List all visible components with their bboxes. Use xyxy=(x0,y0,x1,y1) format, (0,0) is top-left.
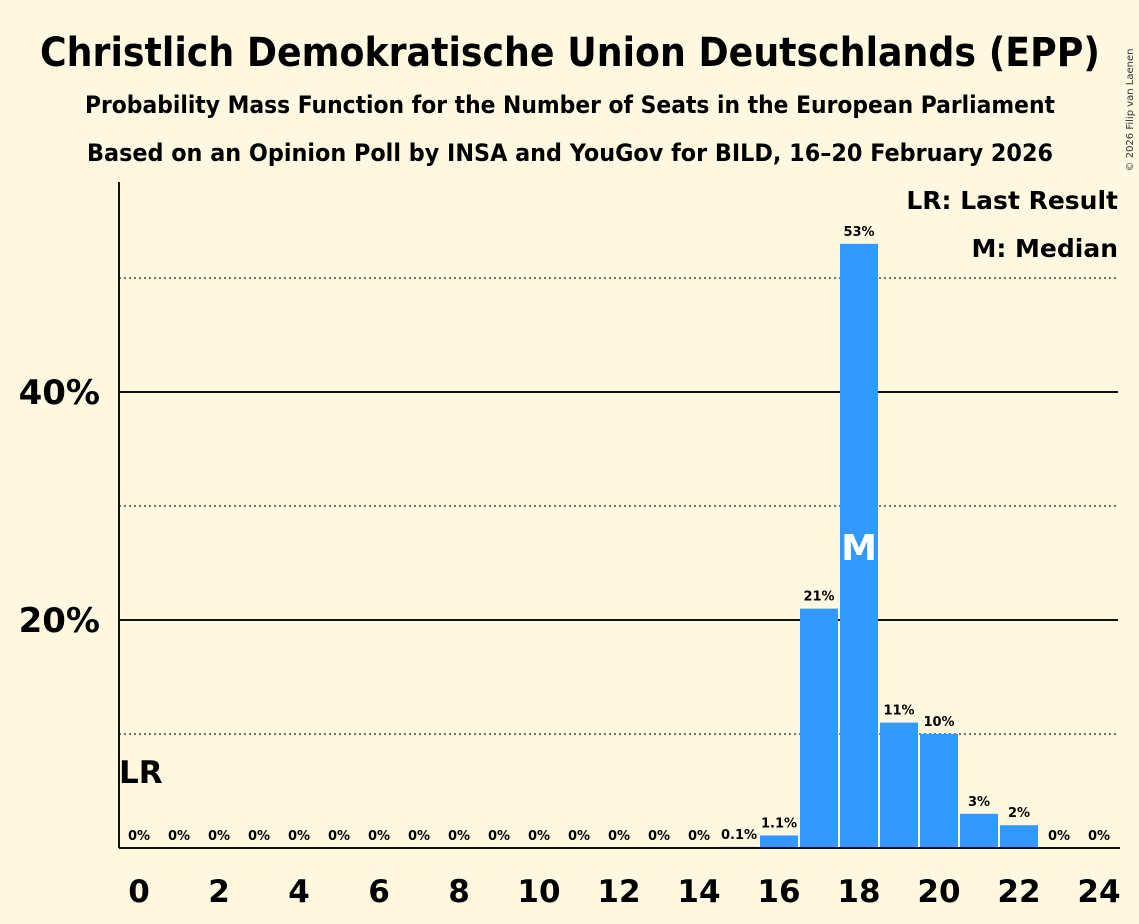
bar-value-label: 53% xyxy=(843,225,874,240)
y-tick-label: 40% xyxy=(19,373,100,413)
y-tick-label: 20% xyxy=(19,601,100,641)
bar-value-label: 0.1% xyxy=(721,828,757,843)
bar xyxy=(960,813,998,848)
bar-value-label: 0% xyxy=(688,829,710,844)
x-tick-label: 0 xyxy=(128,874,150,910)
x-tick-label: 24 xyxy=(1077,874,1120,910)
x-tick-labels: 0 2 4 6 8 10 12 14 16 18 20 22 24 xyxy=(128,874,1120,910)
x-tick-label: 2 xyxy=(208,874,230,910)
x-tick-label: 8 xyxy=(448,874,470,910)
bar-value-label: 0% xyxy=(568,829,590,844)
bar-value-label: 21% xyxy=(803,590,834,605)
x-tick-label: 4 xyxy=(288,874,310,910)
last-result-marker: LR xyxy=(119,755,163,791)
bar-value-label: 0% xyxy=(368,829,390,844)
bar xyxy=(840,243,878,849)
median-marker: M xyxy=(841,528,877,569)
bar-value-label: 0% xyxy=(128,829,150,844)
bar-value-label: 0% xyxy=(328,829,350,844)
bar-value-label: 0% xyxy=(608,829,630,844)
bars xyxy=(720,243,1038,849)
bar-value-label: 0% xyxy=(488,829,510,844)
bar-value-label: 0% xyxy=(168,829,190,844)
x-tick-label: 12 xyxy=(597,874,640,910)
bar xyxy=(920,734,958,848)
x-tick-label: 22 xyxy=(997,874,1040,910)
x-tick-label: 14 xyxy=(677,874,720,910)
legend-median: M: Median xyxy=(971,234,1118,263)
bar-value-label: 1.1% xyxy=(761,816,797,831)
y-tick-labels: 20% 40% xyxy=(19,373,100,641)
bar-labels: 0% 0% 0% 0% 0% 0% 0% 0% 0% 0% 0% 0% 0% 0% 0% 0.1% 1.1% 21… xyxy=(128,225,1110,844)
bar-value-label: 10% xyxy=(923,715,954,730)
bar xyxy=(1000,825,1038,848)
bar-value-label: 2% xyxy=(1008,806,1030,821)
gridlines xyxy=(119,277,1118,735)
bar-value-label: 0% xyxy=(288,829,310,844)
bar-value-label: 0% xyxy=(1048,829,1070,844)
bar-value-label: 0% xyxy=(1088,829,1110,844)
bar-value-label: 0% xyxy=(408,829,430,844)
x-tick-label: 20 xyxy=(917,874,960,910)
x-tick-label: 6 xyxy=(368,874,390,910)
bar-value-label: 0% xyxy=(528,829,550,844)
x-tick-label: 10 xyxy=(517,874,560,910)
legend-last-result: LR: Last Result xyxy=(906,186,1118,215)
x-tick-label: 18 xyxy=(837,874,880,910)
chart-subtitle: Probability Mass Function for the Number… xyxy=(85,91,1055,119)
bar-value-label: 0% xyxy=(648,829,670,844)
bar-value-label: 11% xyxy=(883,704,914,719)
x-tick-label: 16 xyxy=(757,874,800,910)
copyright-notice: © 2026 Filip van Laenen xyxy=(1125,49,1136,172)
bar-value-label: 0% xyxy=(248,829,270,844)
bar xyxy=(800,608,838,848)
bar-value-label: 0% xyxy=(448,829,470,844)
bar xyxy=(880,722,918,848)
chart-title: Christlich Demokratische Union Deutschla… xyxy=(40,30,1100,76)
chart-subtitle-2: Based on an Opinion Poll by INSA and You… xyxy=(87,139,1053,167)
bar xyxy=(760,835,798,848)
bar-value-label: 3% xyxy=(968,795,990,810)
bar-value-label: 0% xyxy=(208,829,230,844)
